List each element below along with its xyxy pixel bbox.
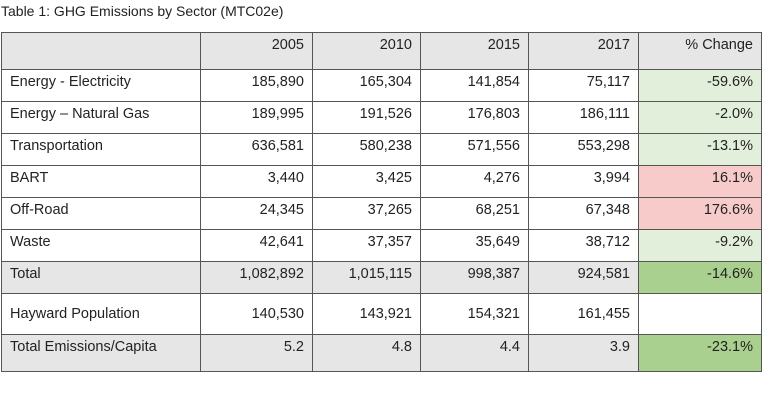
cell: 143,921 [312,293,421,335]
cell: 24,345 [200,197,313,230]
table-row: Waste 42,641 37,357 35,649 38,712 -9.2% [1,229,762,262]
cell: 35,649 [420,229,529,262]
cell: 186,111 [528,101,639,134]
row-label: Total [1,261,201,294]
cell: 3,425 [312,165,421,198]
cell: 571,556 [420,133,529,166]
row-label: Energy - Electricity [1,69,201,102]
cell: 553,298 [528,133,639,166]
cell: -9.2% [638,229,762,262]
table-row: Total Emissions/Capita 5.2 4.8 4.4 3.9 -23.1% [1,334,762,372]
cell: 161,455 [528,293,639,335]
cell: 3.9 [528,334,639,372]
cell: 3,440 [200,165,313,198]
row-label: BART [1,165,201,198]
table-row: Hayward Population 140,530 143,921 154,321 1… [1,293,762,335]
cell: -2.0% [638,101,762,134]
cell: -14.6% [638,261,762,294]
cell: 998,387 [420,261,529,294]
cell: 4,276 [420,165,529,198]
cell: 75,117 [528,69,639,102]
header-row: 2005 2010 2015 2017% Change [1,32,762,70]
header-cell [1,32,201,70]
cell: 165,304 [312,69,421,102]
cell: 141,854 [420,69,529,102]
cell: 1,015,115 [312,261,421,294]
cell: 636,581 [200,133,313,166]
row-label: Waste [1,229,201,262]
cell: -13.1% [638,133,762,166]
table-row: Transportation 636,581 580,238 571,556 553,2… [1,133,762,166]
table-row: BART 3,440 3,425 4,276 3,994 16.1% [1,165,762,198]
header-cell: 2015 [420,32,529,70]
table-title: Table 1: GHG Emissions by Sector (MTC02e… [1,3,284,19]
row-label: Total Emissions/Capita [1,334,201,372]
cell: 189,995 [200,101,313,134]
cell: 68,251 [420,197,529,230]
cell: 191,526 [312,101,421,134]
cell: 3,994 [528,165,639,198]
cell: 154,321 [420,293,529,335]
cell: 16.1% [638,165,762,198]
cell: 67,348 [528,197,639,230]
cell [638,293,762,335]
row-label: Hayward Population [1,293,201,335]
cell: 37,265 [312,197,421,230]
table-row: Off-Road 24,345 37,265 68,251 67,348 176.6% [1,197,762,230]
cell: 176.6% [638,197,762,230]
table-row: Total 1,082,892 1,015,115 998,387 924,581 -14… [1,261,762,294]
table-row: Energy - Electricity 185,890 165,304 141,85… [1,69,762,102]
cell: 37,357 [312,229,421,262]
table-row: Energy – Natural Gas 189,995 191,526 176,80… [1,101,762,134]
cell: 580,238 [312,133,421,166]
row-label: Transportation [1,133,201,166]
header-cell: % Change [638,32,762,70]
cell: 1,082,892 [200,261,313,294]
cell: -59.6% [638,69,762,102]
cell: 176,803 [420,101,529,134]
cell: 38,712 [528,229,639,262]
cell: 42,641 [200,229,313,262]
cell: -23.1% [638,334,762,372]
row-label: Energy – Natural Gas [1,101,201,134]
header-cell: 2010 [312,32,421,70]
cell: 185,890 [200,69,313,102]
cell: 4.8 [312,334,421,372]
emissions-table: 2005 2010 2015 2017% Change Energy - Electri… [1,32,762,372]
cell: 5.2 [200,334,313,372]
cell: 140,530 [200,293,313,335]
header-cell: 2017 [528,32,639,70]
header-cell: 2005 [200,32,313,70]
cell: 4.4 [420,334,529,372]
cell: 924,581 [528,261,639,294]
row-label: Off-Road [1,197,201,230]
